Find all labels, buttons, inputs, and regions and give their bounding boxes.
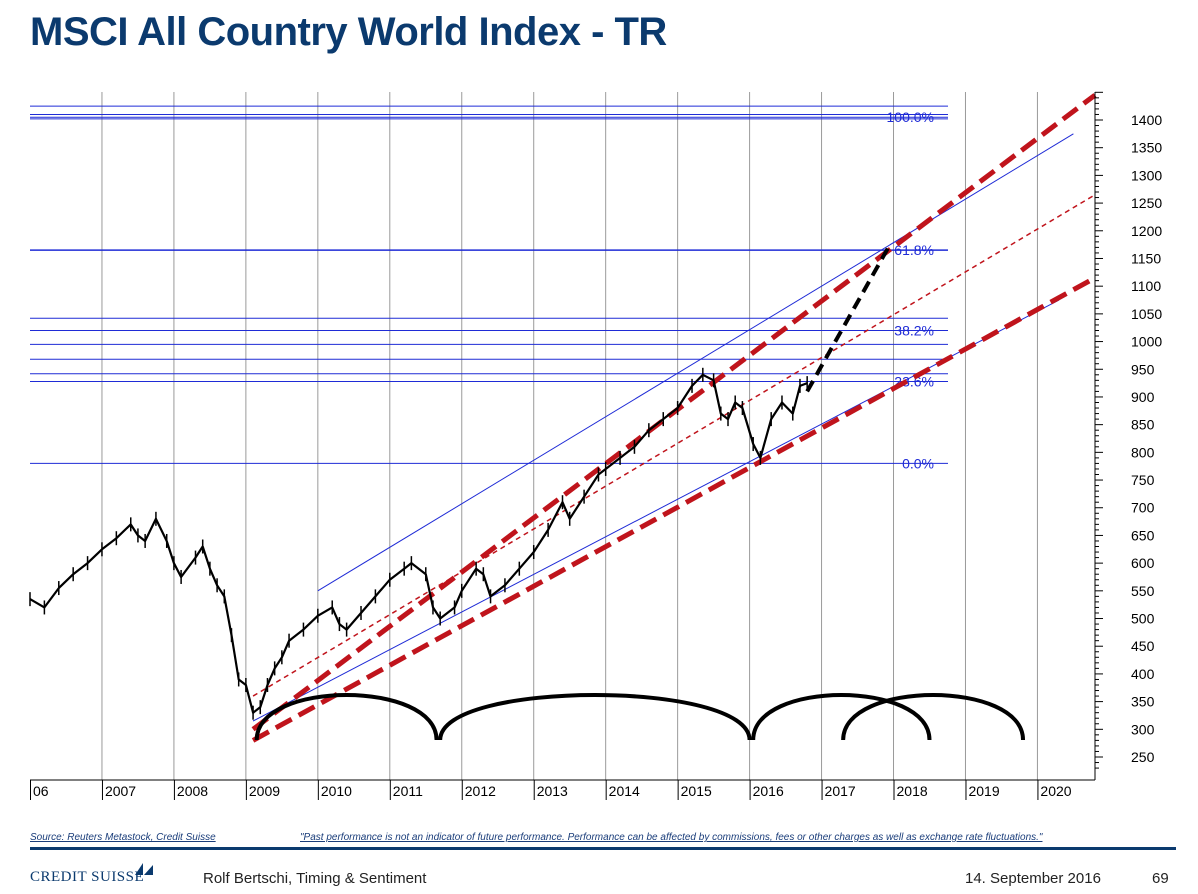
y-tick-label-1250: 1250 (1131, 195, 1162, 211)
y-tick-label-700: 700 (1131, 500, 1155, 516)
y-tick-label-900: 900 (1131, 389, 1155, 405)
cycle-arc-1 (438, 693, 752, 741)
y-tick-label-850: 850 (1131, 417, 1155, 433)
fib-label-2: 38.2% (894, 322, 934, 338)
fib-label-4: 0.0% (902, 455, 934, 471)
logo-sails-icon (135, 863, 153, 875)
y-tick-label-800: 800 (1131, 444, 1155, 460)
author-name: Rolf Bertschi, Timing & Sentiment (203, 870, 427, 887)
x-tick-label-11: 2017 (825, 783, 856, 799)
fib-label-1: 61.8% (894, 242, 934, 258)
price-line (29, 373, 808, 714)
channel-upper-thin (317, 133, 1074, 592)
axes (30, 92, 1096, 781)
channel-mid-dashed (252, 194, 1096, 697)
y-tick-label-1050: 1050 (1131, 306, 1162, 322)
fib-labels: 100.0%61.8%38.2%23.6%0.0% (887, 109, 934, 471)
trend-channels (251, 93, 1097, 743)
cycle-arc-0 (254, 693, 439, 741)
y-tick-label-1150: 1150 (1131, 250, 1161, 266)
y-tick-label-650: 650 (1131, 527, 1155, 543)
price-chart: 100.0%61.8%38.2%23.6%0.0% 25030035040045… (29, 91, 1162, 800)
projection-line (805, 243, 892, 393)
x-tick-label-2: 2008 (177, 783, 208, 799)
y-tick-label-600: 600 (1131, 555, 1155, 571)
x-axis-ticks: 06 2007 2008 2009 2010 2011 2012 2013 2014 2015 20… (30, 780, 1072, 800)
presentation-date: 14. September 2016 (965, 870, 1101, 887)
y-tick-label-350: 350 (1131, 694, 1155, 710)
x-tick-label-12: 2018 (897, 783, 928, 799)
y-tick-label-1300: 1300 (1131, 167, 1162, 183)
projection-dashed (805, 243, 892, 393)
x-tick-label-13: 2019 (968, 783, 999, 799)
y-tick-label-450: 450 (1131, 638, 1155, 654)
y-tick-label-250: 250 (1131, 749, 1155, 765)
price-series (29, 367, 808, 720)
y-tick-label-1200: 1200 (1131, 223, 1162, 239)
channel-lower-thick (251, 275, 1097, 743)
channel-upper-thick (251, 93, 1097, 732)
x-tick-label-6: 2012 (465, 783, 496, 799)
page-title: MSCI All Country World Index - TR (30, 10, 667, 54)
disclaimer-note: "Past performance is not an indicator of… (300, 832, 1043, 843)
y-tick-label-500: 500 (1131, 611, 1155, 627)
y-tick-label-1350: 1350 (1131, 140, 1162, 156)
y-tick-label-750: 750 (1131, 472, 1155, 488)
x-tick-label-1: 2007 (105, 783, 136, 799)
source-note: Source: Reuters Metastock, Credit Suisse (30, 832, 216, 843)
cycle-arc-2 (751, 693, 932, 741)
vertical-gridlines (101, 92, 1038, 780)
y-tick-label-550: 550 (1131, 583, 1155, 599)
footer-rule (30, 847, 1176, 850)
y-tick-label-300: 300 (1131, 721, 1155, 737)
y-tick-label-400: 400 (1131, 666, 1155, 682)
y-tick-label-1000: 1000 (1131, 334, 1162, 350)
page-number: 69 (1152, 870, 1169, 887)
x-tick-label-14: 2020 (1040, 783, 1071, 799)
x-tick-label-9: 2015 (681, 783, 712, 799)
x-tick-label-4: 2010 (321, 783, 352, 799)
cycle-arc-3 (841, 693, 1026, 741)
y-axis-ticks: 250 300 350 400 450 500 550 600 650 700 750 800 850 9… (1095, 91, 1162, 769)
x-tick-label-3: 2009 (249, 783, 280, 799)
x-tick-label-10: 2016 (753, 783, 784, 799)
x-tick-label-8: 2014 (609, 783, 640, 799)
x-tick-label-7: 2013 (537, 783, 568, 799)
horizontal-fib-lines (30, 105, 948, 464)
company-logo: CREDIT SUISSE (30, 869, 145, 885)
x-tick-label-0: 06 (33, 783, 49, 799)
y-tick-label-1400: 1400 (1131, 112, 1162, 128)
x-tick-label-5: 2011 (393, 783, 423, 799)
y-tick-label-950: 950 (1131, 361, 1155, 377)
cycle-arcs (254, 693, 1026, 741)
fib-label-0: 100.0% (887, 109, 934, 125)
y-tick-label-1100: 1100 (1131, 278, 1161, 294)
